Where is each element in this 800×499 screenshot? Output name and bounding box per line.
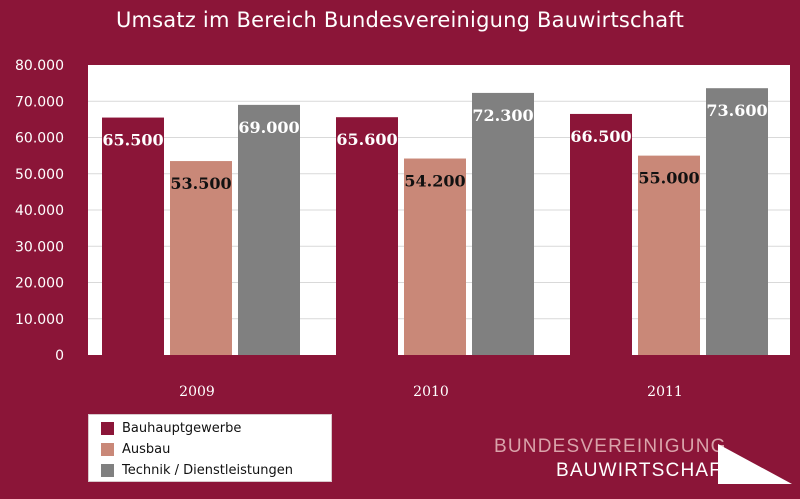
bar <box>472 92 534 355</box>
bar <box>102 117 164 355</box>
bar <box>638 155 700 355</box>
bar <box>706 88 768 355</box>
x-tick-label: 2009 <box>179 384 215 400</box>
data-label: 54.200 <box>404 172 465 191</box>
x-tick-label: 2010 <box>413 384 449 400</box>
legend: Bauhauptgewerbe Ausbau Technik / Dienstl… <box>88 414 332 482</box>
legend-item-technik: Technik / Dienstleistungen <box>101 460 331 481</box>
y-tick-label: 10.000 <box>15 312 64 328</box>
bar <box>404 158 466 355</box>
chart-title: Umsatz im Bereich Bundesvereinigung Bauw… <box>115 8 685 32</box>
bar <box>336 117 398 355</box>
logo-text-line2: BAUWIRTSCHAFT <box>556 460 735 481</box>
legend-item-bauhauptgewerbe: Bauhauptgewerbe <box>101 418 331 439</box>
legend-swatch <box>101 422 114 435</box>
legend-label: Ausbau <box>122 442 171 457</box>
y-tick-label: 70.000 <box>15 94 64 110</box>
legend-swatch <box>101 443 114 456</box>
logo-text-line1: BUNDESVEREINIGUNG <box>494 436 727 457</box>
data-label: 65.600 <box>336 130 397 149</box>
y-tick-label: 0 <box>55 348 64 364</box>
y-tick-label: 80.000 <box>15 58 64 74</box>
logo-triangle-icon <box>718 444 792 484</box>
bar <box>170 161 232 355</box>
y-tick-label: 50.000 <box>15 167 64 183</box>
data-label: 66.500 <box>570 127 631 146</box>
bar <box>238 104 300 355</box>
bar <box>570 113 632 355</box>
x-tick-label: 2011 <box>647 384 683 400</box>
y-tick-label: 30.000 <box>15 239 64 255</box>
legend-label: Technik / Dienstleistungen <box>122 463 293 478</box>
data-label: 69.000 <box>238 118 299 137</box>
y-tick-label: 20.000 <box>15 276 64 292</box>
y-tick-label: 60.000 <box>15 131 64 147</box>
data-label: 55.000 <box>638 169 699 188</box>
data-label: 73.600 <box>706 101 767 120</box>
legend-label: Bauhauptgewerbe <box>122 421 242 436</box>
y-tick-label: 40.000 <box>15 203 64 219</box>
legend-swatch <box>101 464 114 477</box>
data-label: 65.500 <box>102 131 163 150</box>
data-label: 72.300 <box>472 106 533 125</box>
organization-logo: BUNDESVEREINIGUNG BAUWIRTSCHAFT <box>494 436 794 486</box>
legend-item-ausbau: Ausbau <box>101 439 331 460</box>
data-label: 53.500 <box>170 174 231 193</box>
